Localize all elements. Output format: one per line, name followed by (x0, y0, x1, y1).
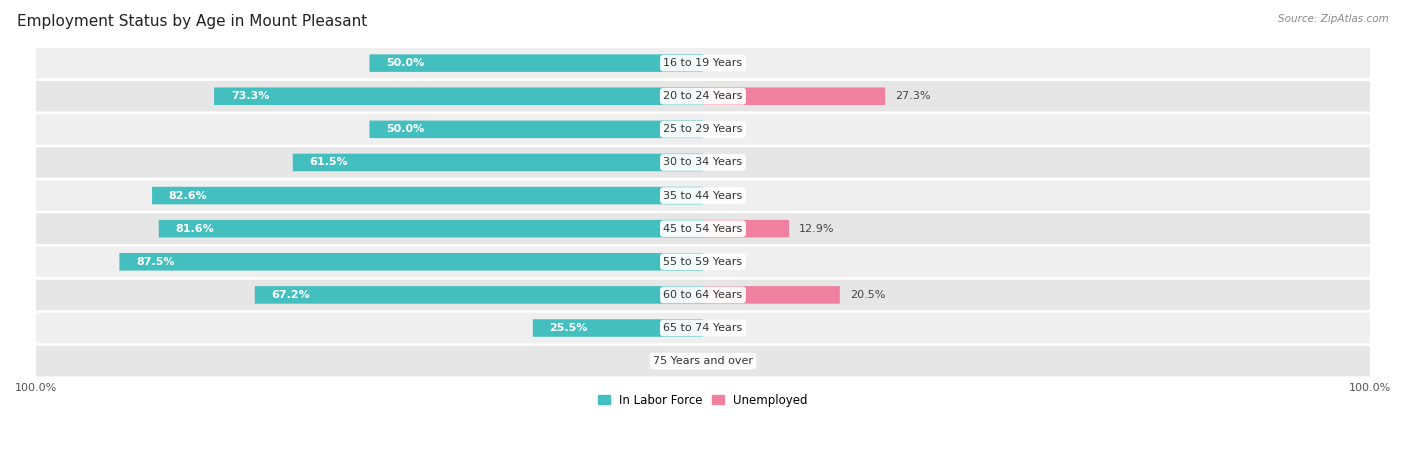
FancyBboxPatch shape (703, 286, 839, 304)
FancyBboxPatch shape (37, 114, 1369, 145)
FancyBboxPatch shape (37, 313, 1369, 343)
Text: 81.6%: 81.6% (176, 224, 214, 234)
Text: 50.0%: 50.0% (387, 124, 425, 134)
Text: 30 to 34 Years: 30 to 34 Years (664, 157, 742, 167)
Text: Employment Status by Age in Mount Pleasant: Employment Status by Age in Mount Pleasa… (17, 14, 367, 28)
FancyBboxPatch shape (37, 48, 1369, 78)
FancyBboxPatch shape (37, 213, 1369, 244)
FancyBboxPatch shape (292, 154, 703, 171)
Text: 0.0%: 0.0% (713, 124, 741, 134)
Text: 61.5%: 61.5% (309, 157, 349, 167)
FancyBboxPatch shape (370, 120, 703, 138)
FancyBboxPatch shape (703, 220, 789, 238)
FancyBboxPatch shape (254, 286, 703, 304)
FancyBboxPatch shape (152, 187, 703, 204)
FancyBboxPatch shape (120, 253, 703, 271)
Text: 0.0%: 0.0% (713, 191, 741, 201)
FancyBboxPatch shape (37, 280, 1369, 310)
Text: 0.0%: 0.0% (713, 257, 741, 267)
FancyBboxPatch shape (370, 55, 703, 72)
Text: 75 Years and over: 75 Years and over (652, 356, 754, 366)
FancyBboxPatch shape (159, 220, 703, 238)
FancyBboxPatch shape (214, 87, 703, 105)
FancyBboxPatch shape (37, 180, 1369, 211)
Text: Source: ZipAtlas.com: Source: ZipAtlas.com (1278, 14, 1389, 23)
FancyBboxPatch shape (37, 147, 1369, 178)
Text: 45 to 54 Years: 45 to 54 Years (664, 224, 742, 234)
Text: 0.0%: 0.0% (665, 356, 693, 366)
FancyBboxPatch shape (37, 247, 1369, 277)
Text: 73.3%: 73.3% (231, 91, 269, 101)
Text: 87.5%: 87.5% (136, 257, 174, 267)
Legend: In Labor Force, Unemployed: In Labor Force, Unemployed (593, 389, 813, 411)
Text: 67.2%: 67.2% (271, 290, 311, 300)
Text: 0.0%: 0.0% (713, 58, 741, 68)
Text: 25 to 29 Years: 25 to 29 Years (664, 124, 742, 134)
Text: 20 to 24 Years: 20 to 24 Years (664, 91, 742, 101)
Text: 12.9%: 12.9% (799, 224, 835, 234)
Text: 0.0%: 0.0% (713, 157, 741, 167)
Text: 0.0%: 0.0% (713, 323, 741, 333)
FancyBboxPatch shape (533, 319, 703, 337)
Text: 50.0%: 50.0% (387, 58, 425, 68)
Text: 60 to 64 Years: 60 to 64 Years (664, 290, 742, 300)
Text: 0.0%: 0.0% (713, 356, 741, 366)
FancyBboxPatch shape (37, 81, 1369, 111)
Text: 35 to 44 Years: 35 to 44 Years (664, 191, 742, 201)
Text: 65 to 74 Years: 65 to 74 Years (664, 323, 742, 333)
Text: 16 to 19 Years: 16 to 19 Years (664, 58, 742, 68)
Text: 25.5%: 25.5% (550, 323, 588, 333)
Text: 82.6%: 82.6% (169, 191, 208, 201)
Text: 20.5%: 20.5% (849, 290, 886, 300)
Text: 27.3%: 27.3% (896, 91, 931, 101)
Text: 55 to 59 Years: 55 to 59 Years (664, 257, 742, 267)
FancyBboxPatch shape (703, 87, 886, 105)
FancyBboxPatch shape (37, 346, 1369, 376)
